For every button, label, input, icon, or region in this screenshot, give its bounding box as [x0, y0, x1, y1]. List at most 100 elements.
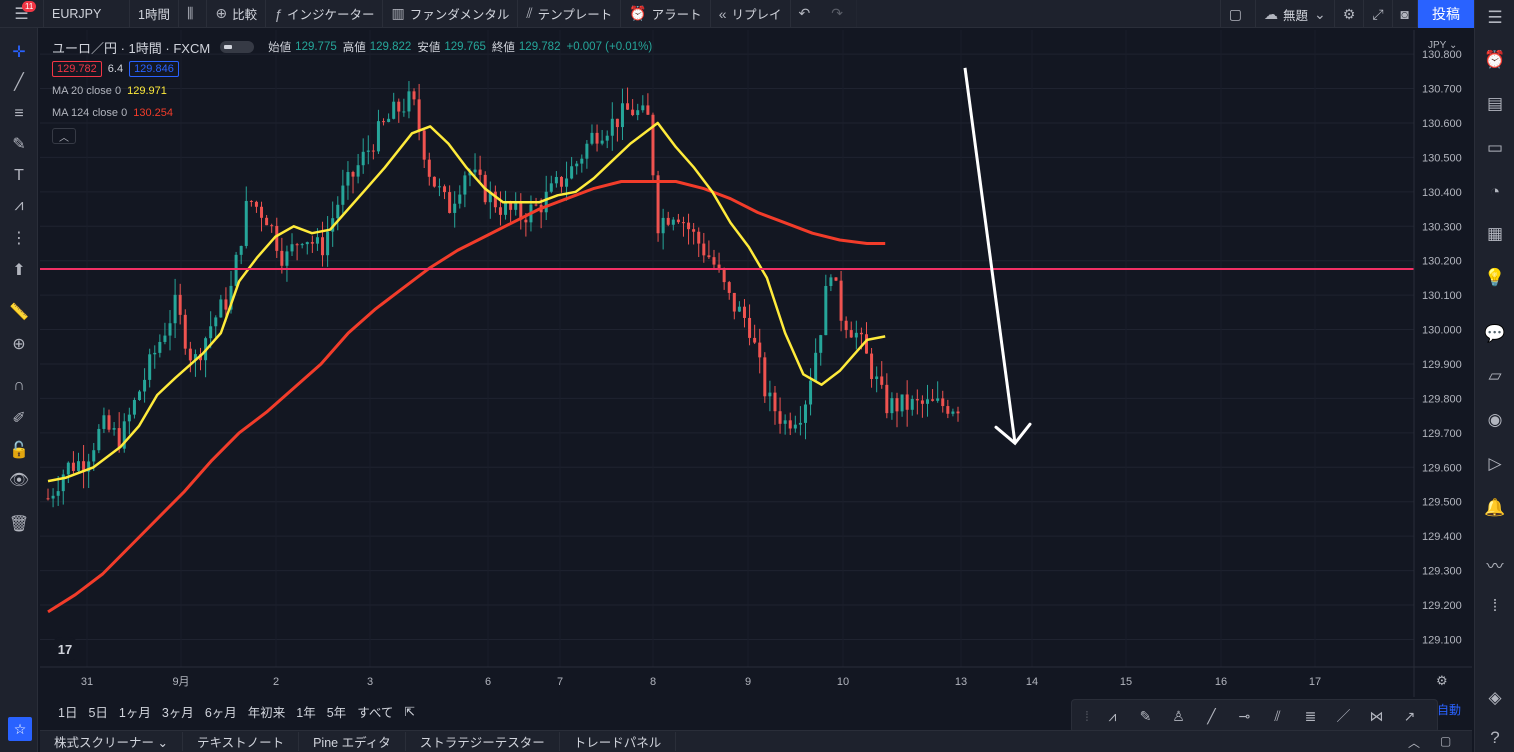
trendline-tool[interactable]: ╱: [0, 70, 38, 94]
alert-button[interactable]: ⏰ アラート: [621, 0, 711, 28]
data-window-button[interactable]: ▭: [1475, 134, 1514, 162]
settings-button[interactable]: ⚙: [1335, 0, 1365, 28]
measure-tool[interactable]: 📏: [0, 300, 38, 324]
candle-body: [229, 285, 233, 310]
hotlist-button[interactable]: ◔: [1475, 178, 1514, 206]
price-tick-label: 129.700: [1422, 428, 1462, 440]
range-button[interactable]: 5日: [88, 705, 108, 720]
replay-button[interactable]: « リプレイ: [711, 0, 791, 28]
collapse-legend-button[interactable]: ︿: [52, 128, 76, 144]
sell-price[interactable]: 129.782: [52, 61, 102, 77]
layout-name-button[interactable]: ☁ 無題 ⌄: [1256, 0, 1335, 28]
chat-button[interactable]: 💬: [1475, 320, 1514, 348]
streams-button[interactable]: ◉: [1475, 406, 1514, 434]
compare-button[interactable]: ⊕ 比較: [207, 0, 267, 28]
arrow-icon[interactable]: ↗: [1403, 707, 1416, 724]
line-icon[interactable]: ／: [1336, 708, 1351, 724]
candle-body: [793, 424, 797, 429]
chevron-down-icon: ⌄: [1314, 5, 1326, 22]
goto-date-icon[interactable]: ⇱: [404, 704, 415, 719]
messages-button[interactable]: ▱: [1475, 362, 1514, 390]
bottom-tab[interactable]: 株式スクリーナー ⌄: [40, 732, 183, 751]
post-button[interactable]: 投稿: [1418, 0, 1474, 28]
chart-type-button[interactable]: ⫼: [179, 0, 208, 28]
text-tool[interactable]: T: [0, 164, 38, 188]
auto-scale-button[interactable]: 自動: [1437, 703, 1462, 717]
range-button[interactable]: 5年: [326, 705, 347, 720]
undo-icon: ↶: [798, 5, 811, 21]
range-button[interactable]: 1ヶ月: [118, 705, 151, 720]
parallel-channel-icon[interactable]: ⫽: [1274, 707, 1281, 724]
lock-tool[interactable]: 🔓: [0, 438, 38, 462]
news-button[interactable]: ▤: [1475, 90, 1514, 118]
alerts-panel-button[interactable]: ⏰: [1475, 46, 1514, 74]
candle-body: [641, 105, 645, 111]
calendar-button[interactable]: ▦: [1475, 220, 1514, 248]
symbol-search[interactable]: EURJPY: [44, 0, 130, 28]
candle-body: [549, 183, 553, 192]
range-button[interactable]: 1日: [58, 705, 78, 720]
pattern-icon: ⩘: [14, 197, 24, 214]
magnet-tool[interactable]: ∩: [0, 374, 38, 398]
delete-tool[interactable]: 🗑: [0, 512, 38, 536]
fullscreen-button[interactable]: ⤢: [1364, 0, 1393, 28]
crosshair-tool[interactable]: ✛: [0, 40, 38, 64]
interval-button[interactable]: 1時間: [130, 0, 179, 28]
ideas-button[interactable]: 💡: [1475, 264, 1514, 292]
layers-button[interactable]: ◈: [1475, 684, 1514, 712]
template-icon: ⫽: [526, 5, 533, 21]
stay-drawing-tool[interactable]: ✐: [0, 406, 38, 430]
candle-body: [346, 172, 350, 186]
candle-body: [844, 320, 848, 331]
xabcd-icon[interactable]: ⋈: [1369, 707, 1384, 724]
pattern-icon[interactable]: ⩘: [1108, 707, 1117, 724]
bottom-tab[interactable]: テキストノート: [183, 732, 300, 751]
fib-icon[interactable]: ≣: [1304, 707, 1317, 724]
redo-button[interactable]: ↷: [823, 0, 857, 28]
visibility-toggle[interactable]: [220, 41, 255, 53]
help-button[interactable]: ?: [1475, 724, 1514, 752]
fundamentals-button[interactable]: ▥ ファンダメンタル: [383, 0, 519, 28]
brush-icon[interactable]: ✎: [1139, 707, 1152, 724]
hide-tool[interactable]: 👁: [0, 468, 38, 492]
bottom-tab[interactable]: トレードパネル: [560, 732, 677, 751]
undo-button[interactable]: ↶: [791, 0, 824, 28]
notifications-button[interactable]: 🔔: [1475, 494, 1514, 522]
range-button[interactable]: 1年: [296, 705, 316, 720]
fib-tool[interactable]: ≡: [0, 102, 38, 126]
dom-button[interactable]: ⁞: [1475, 592, 1514, 620]
people-icon[interactable]: ♙: [1172, 707, 1185, 724]
video-button[interactable]: ▷: [1475, 450, 1514, 478]
templates-button[interactable]: ⫽ テンプレート: [518, 0, 622, 28]
buy-price[interactable]: 129.846: [129, 61, 179, 77]
favorites-button[interactable]: ☆: [8, 717, 32, 741]
maximize-panel-icon[interactable]: ▢: [1440, 734, 1452, 748]
arrow-tool[interactable]: ⬆: [0, 258, 38, 282]
trading-button[interactable]: 〰: [1475, 550, 1514, 578]
chevron-up-icon[interactable]: ︿: [1408, 736, 1421, 750]
menu-button[interactable]: ☰ 11: [0, 0, 44, 28]
range-button[interactable]: 3ヶ月: [161, 705, 194, 720]
fullscreen-layout-button[interactable]: ▢: [1219, 0, 1257, 28]
trendline-icon[interactable]: ╱: [1207, 707, 1216, 724]
brush-tool[interactable]: ✎: [0, 132, 38, 156]
candle-body: [671, 219, 675, 225]
range-button[interactable]: 6ヶ月: [204, 705, 237, 720]
zoom-tool[interactable]: ⊕: [0, 332, 38, 356]
candle-body: [402, 111, 406, 113]
drag-handle-icon[interactable]: ⁞: [1085, 708, 1089, 724]
watchlist-button[interactable]: ☰: [1475, 4, 1514, 32]
candle-body: [615, 118, 619, 128]
horizontal-ray-icon[interactable]: ⊸: [1238, 707, 1251, 724]
range-button[interactable]: 年初来: [247, 705, 286, 720]
candle-body: [834, 277, 838, 281]
prediction-tool[interactable]: ⋮: [0, 226, 38, 250]
bottom-tab[interactable]: Pine エディタ: [299, 732, 406, 751]
price-chart[interactable]: 130.176129.782 129.100129.200129.300129.…: [40, 30, 1472, 697]
range-button[interactable]: すべて: [357, 705, 394, 720]
bottom-tab[interactable]: ストラテジーテスター: [406, 732, 560, 751]
snapshot-button[interactable]: ◙: [1393, 0, 1418, 28]
candle-body: [382, 121, 386, 123]
pattern-tool[interactable]: ⩘: [0, 194, 38, 218]
indicators-button[interactable]: ƒ インジケーター: [266, 0, 384, 28]
